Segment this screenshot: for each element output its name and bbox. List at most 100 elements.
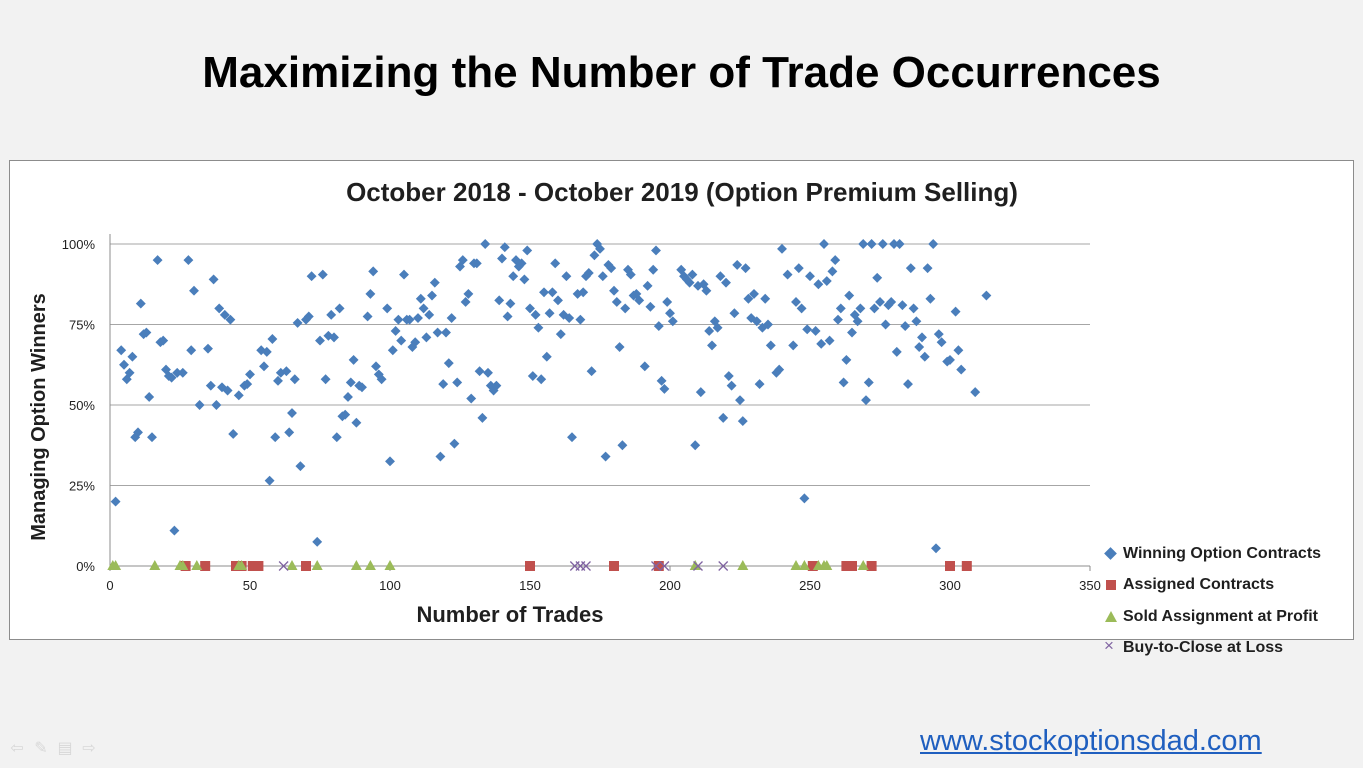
data-point-winning <box>382 303 393 314</box>
data-point-winning <box>259 361 269 372</box>
chart-title: October 2018 - October 2019 (Option Prem… <box>346 177 1018 207</box>
data-point-winning <box>177 367 188 378</box>
data-point-winning <box>575 314 586 325</box>
data-point-winning <box>158 335 169 346</box>
data-point-winning <box>415 293 426 304</box>
data-point-winning <box>760 293 771 304</box>
x-axis-label: Number of Trades <box>416 602 603 627</box>
data-point-winning <box>715 271 726 282</box>
data-point-winning <box>222 385 233 396</box>
legend-item: Sold Assignment at Profit <box>1104 601 1354 633</box>
data-point-winning <box>525 303 535 314</box>
data-point-winning <box>127 351 138 362</box>
data-point-winning <box>110 496 121 507</box>
data-point-winning <box>877 239 888 249</box>
data-point-assigned <box>653 561 664 571</box>
data-point-winning <box>855 303 866 314</box>
data-point-assigned <box>609 561 619 571</box>
data-point-winning <box>429 277 440 288</box>
data-point-winning <box>561 271 572 282</box>
data-point-winning <box>270 432 281 443</box>
data-point-winning <box>614 342 625 352</box>
data-point-winning <box>494 295 505 306</box>
data-point-winning <box>950 306 961 317</box>
data-point-winning <box>536 374 547 385</box>
data-point-buy-close <box>659 561 670 571</box>
data-point-winning <box>821 276 832 286</box>
data-point-winning <box>589 250 600 261</box>
data-point-winning <box>393 314 404 325</box>
data-point-winning <box>508 271 519 282</box>
data-point-sold-profit <box>236 560 248 570</box>
data-point-winning <box>477 412 488 423</box>
data-point-winning <box>642 280 653 291</box>
data-point-winning <box>656 375 667 386</box>
data-point-winning <box>936 337 947 348</box>
y-tick-label: 25% <box>69 479 95 494</box>
data-point-winning <box>189 285 199 296</box>
data-point-winning <box>751 316 762 327</box>
data-point-winning <box>659 383 670 394</box>
data-point-winning <box>438 379 449 390</box>
data-point-winning <box>474 366 485 377</box>
pen-icon[interactable]: ✎ <box>34 740 48 757</box>
data-point-winning <box>765 340 776 351</box>
data-point-buy-close <box>718 561 729 571</box>
data-point-winning <box>343 392 353 402</box>
data-point-winning <box>519 274 530 285</box>
data-point-winning <box>665 308 675 319</box>
data-point-winning <box>441 327 451 338</box>
data-point-sold-profit <box>790 560 802 570</box>
data-point-winning <box>365 288 376 299</box>
slide-nav-controls: ⇦ ✎ ▤ ⇨ <box>8 738 98 758</box>
data-point-winning <box>648 264 659 275</box>
menu-icon[interactable]: ▤ <box>57 740 73 757</box>
data-point-winning <box>743 293 754 304</box>
data-point-winning <box>418 303 429 314</box>
legend-marker-icon <box>1104 546 1118 561</box>
data-point-winning <box>152 255 163 266</box>
data-point-winning <box>183 255 194 266</box>
data-point-winning <box>838 377 849 388</box>
data-point-winning <box>914 342 925 352</box>
data-point-assigned <box>253 561 264 571</box>
data-point-winning <box>527 371 538 381</box>
data-point-winning <box>788 340 799 351</box>
data-point-winning <box>894 239 905 249</box>
data-point-winning <box>791 297 801 307</box>
data-point-winning <box>732 259 743 270</box>
data-point-winning <box>214 303 225 314</box>
data-point-winning <box>869 303 880 314</box>
data-point-sold-profit <box>191 560 203 570</box>
legend-label: Winning Option Contracts <box>1123 544 1322 562</box>
x-tick-label: 150 <box>519 578 541 593</box>
data-point-winning <box>749 288 759 299</box>
data-point-winning <box>287 408 297 418</box>
data-point-winning <box>891 346 902 357</box>
data-point-winning <box>245 369 255 380</box>
back-arrow-icon[interactable]: ⇦ <box>10 740 24 757</box>
forward-arrow-icon[interactable]: ⇨ <box>82 740 96 757</box>
data-point-winning <box>827 266 838 277</box>
data-point-winning <box>261 346 272 357</box>
data-point-winning <box>639 361 650 372</box>
data-point-winning <box>432 327 443 338</box>
data-point-winning <box>345 377 356 388</box>
data-point-winning <box>858 239 869 249</box>
website-link[interactable]: www.stockoptionsdad.com <box>920 725 1262 757</box>
data-point-sold-profit <box>364 560 376 570</box>
data-point-winning <box>617 440 628 451</box>
data-point-winning <box>547 287 558 298</box>
y-tick-label: 50% <box>69 398 95 413</box>
x-tick-label: 0 <box>106 578 113 593</box>
data-point-winning <box>320 374 331 385</box>
data-point-winning <box>653 321 664 332</box>
data-point-winning <box>376 374 387 385</box>
legend-marker-icon <box>1104 578 1118 592</box>
data-point-winning <box>435 451 446 462</box>
data-point-winning <box>273 375 283 386</box>
data-point-winning <box>194 400 205 410</box>
data-point-winning <box>295 461 306 472</box>
legend-item: × Buy-to-Close at Loss <box>1104 633 1354 665</box>
data-point-sold-profit <box>857 560 869 570</box>
